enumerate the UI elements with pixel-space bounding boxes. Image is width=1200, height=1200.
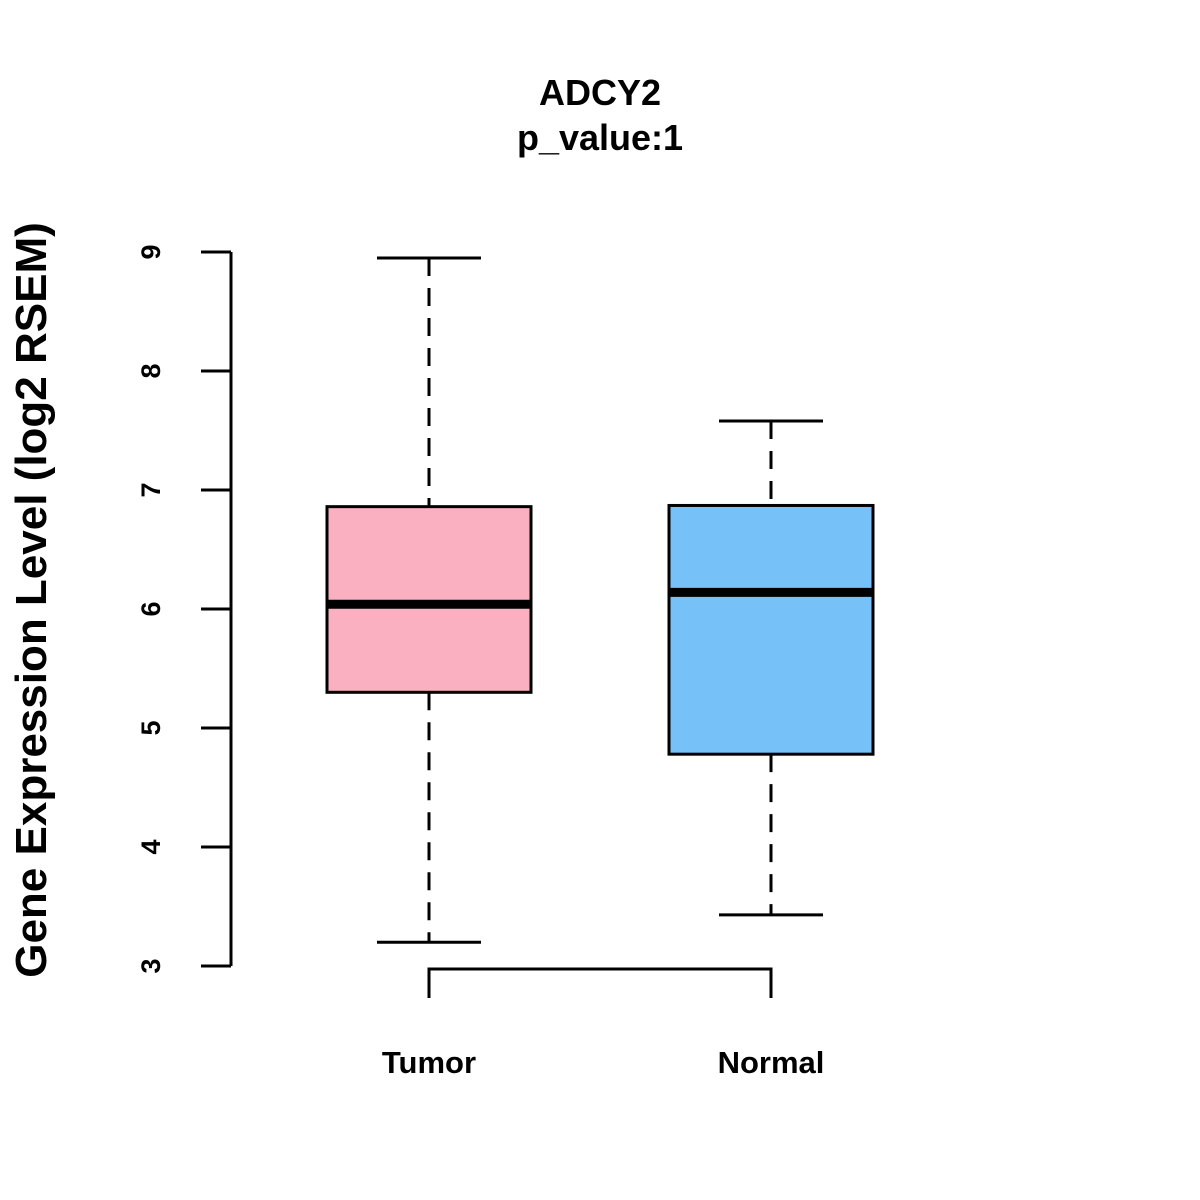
comparison-bracket [427, 967, 773, 998]
y-tick-label: 4 [136, 839, 166, 854]
y-axis-label: Gene Expression Level (log2 RSEM) [7, 222, 56, 978]
y-tick-label: 8 [136, 363, 166, 378]
x-category-normal: Normal [718, 1045, 825, 1080]
y-tick-label: 7 [136, 482, 166, 497]
chart-subtitle: p_value:1 [517, 117, 683, 158]
box-normal [667, 419, 875, 917]
y-tick-label: 9 [136, 244, 166, 259]
y-axis-ticks: 3 4 5 6 7 8 9 [136, 244, 231, 974]
x-category-tumor: Tumor [382, 1045, 476, 1080]
y-tick-label: 6 [136, 601, 166, 616]
iqr-box [325, 505, 533, 694]
box-tumor [325, 256, 533, 944]
bracket-line [427, 967, 773, 998]
iqr-box [667, 503, 875, 756]
boxes [325, 256, 875, 944]
chart-title: ADCY2 [539, 72, 661, 113]
y-tick-label: 5 [136, 720, 166, 735]
y-tick-label: 3 [136, 958, 166, 973]
x-axis-categories: Tumor Normal [382, 1045, 824, 1080]
